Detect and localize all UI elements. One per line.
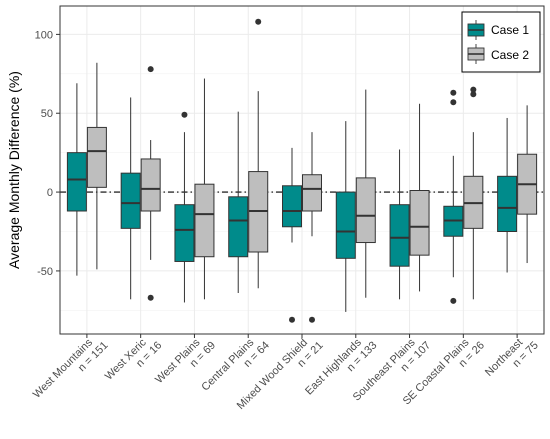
outlier-point [181,111,188,118]
box-iqr [66,152,87,212]
box-case-2-4 [248,18,269,289]
legend-key-case-2 [467,44,485,64]
y-tick-label: 100 [35,29,53,41]
box-case-1-3 [174,111,195,303]
legend-key-case-1 [467,20,485,40]
outlier-point [470,86,477,93]
outlier-point [450,297,457,304]
box-case-1-4 [228,111,249,293]
box-case-2-7 [409,103,430,292]
y-tick-label: -50 [37,266,53,278]
box-case-1-1 [66,83,87,276]
box-case-1-9 [497,117,518,273]
legend-label-case-1: Case 1 [491,23,529,37]
box-iqr [409,190,430,256]
box-case-1-8 [443,89,464,304]
box-case-1-5 [282,147,302,323]
y-tick-label: 50 [41,108,53,120]
y-axis-title: Average Monthly Difference (%) [6,71,22,269]
box-case-2-9 [517,105,538,264]
box-iqr [389,204,410,267]
outlier-point [309,316,315,323]
outlier-point [470,91,477,98]
box-iqr [120,172,141,229]
box-iqr [335,191,356,259]
y-tick-label: 0 [47,187,53,199]
box-iqr [497,175,518,232]
box-iqr [174,204,195,262]
y-axis: -50 0 50 100 [35,29,60,278]
box-case-2-6 [355,89,376,298]
outlier-point [450,99,457,106]
box-iqr [194,183,215,258]
box-case-2-3 [194,78,215,300]
legend: Case 1 Case 2 [461,11,541,73]
box-iqr [302,174,322,212]
outlier-point [255,18,262,25]
outlier-point [147,294,154,301]
box-case-1-2 [120,97,141,300]
box-case-2-1 [86,62,107,270]
box-case-2-5 [302,132,322,323]
box-case-2-2 [140,66,161,301]
box-iqr [355,177,376,244]
outlier-point [450,89,457,96]
box-case-1-6 [335,121,356,312]
box-iqr [228,196,249,258]
outlier-point [147,66,154,73]
legend-label-case-2: Case 2 [491,48,529,62]
box-iqr [140,158,161,212]
box-iqr [282,185,302,228]
box-case-1-7 [389,149,410,300]
box-iqr [86,126,107,188]
legend-frame [461,11,541,73]
plot-area [60,18,544,323]
outlier-point [289,316,295,323]
box-case-2-8 [463,86,484,300]
